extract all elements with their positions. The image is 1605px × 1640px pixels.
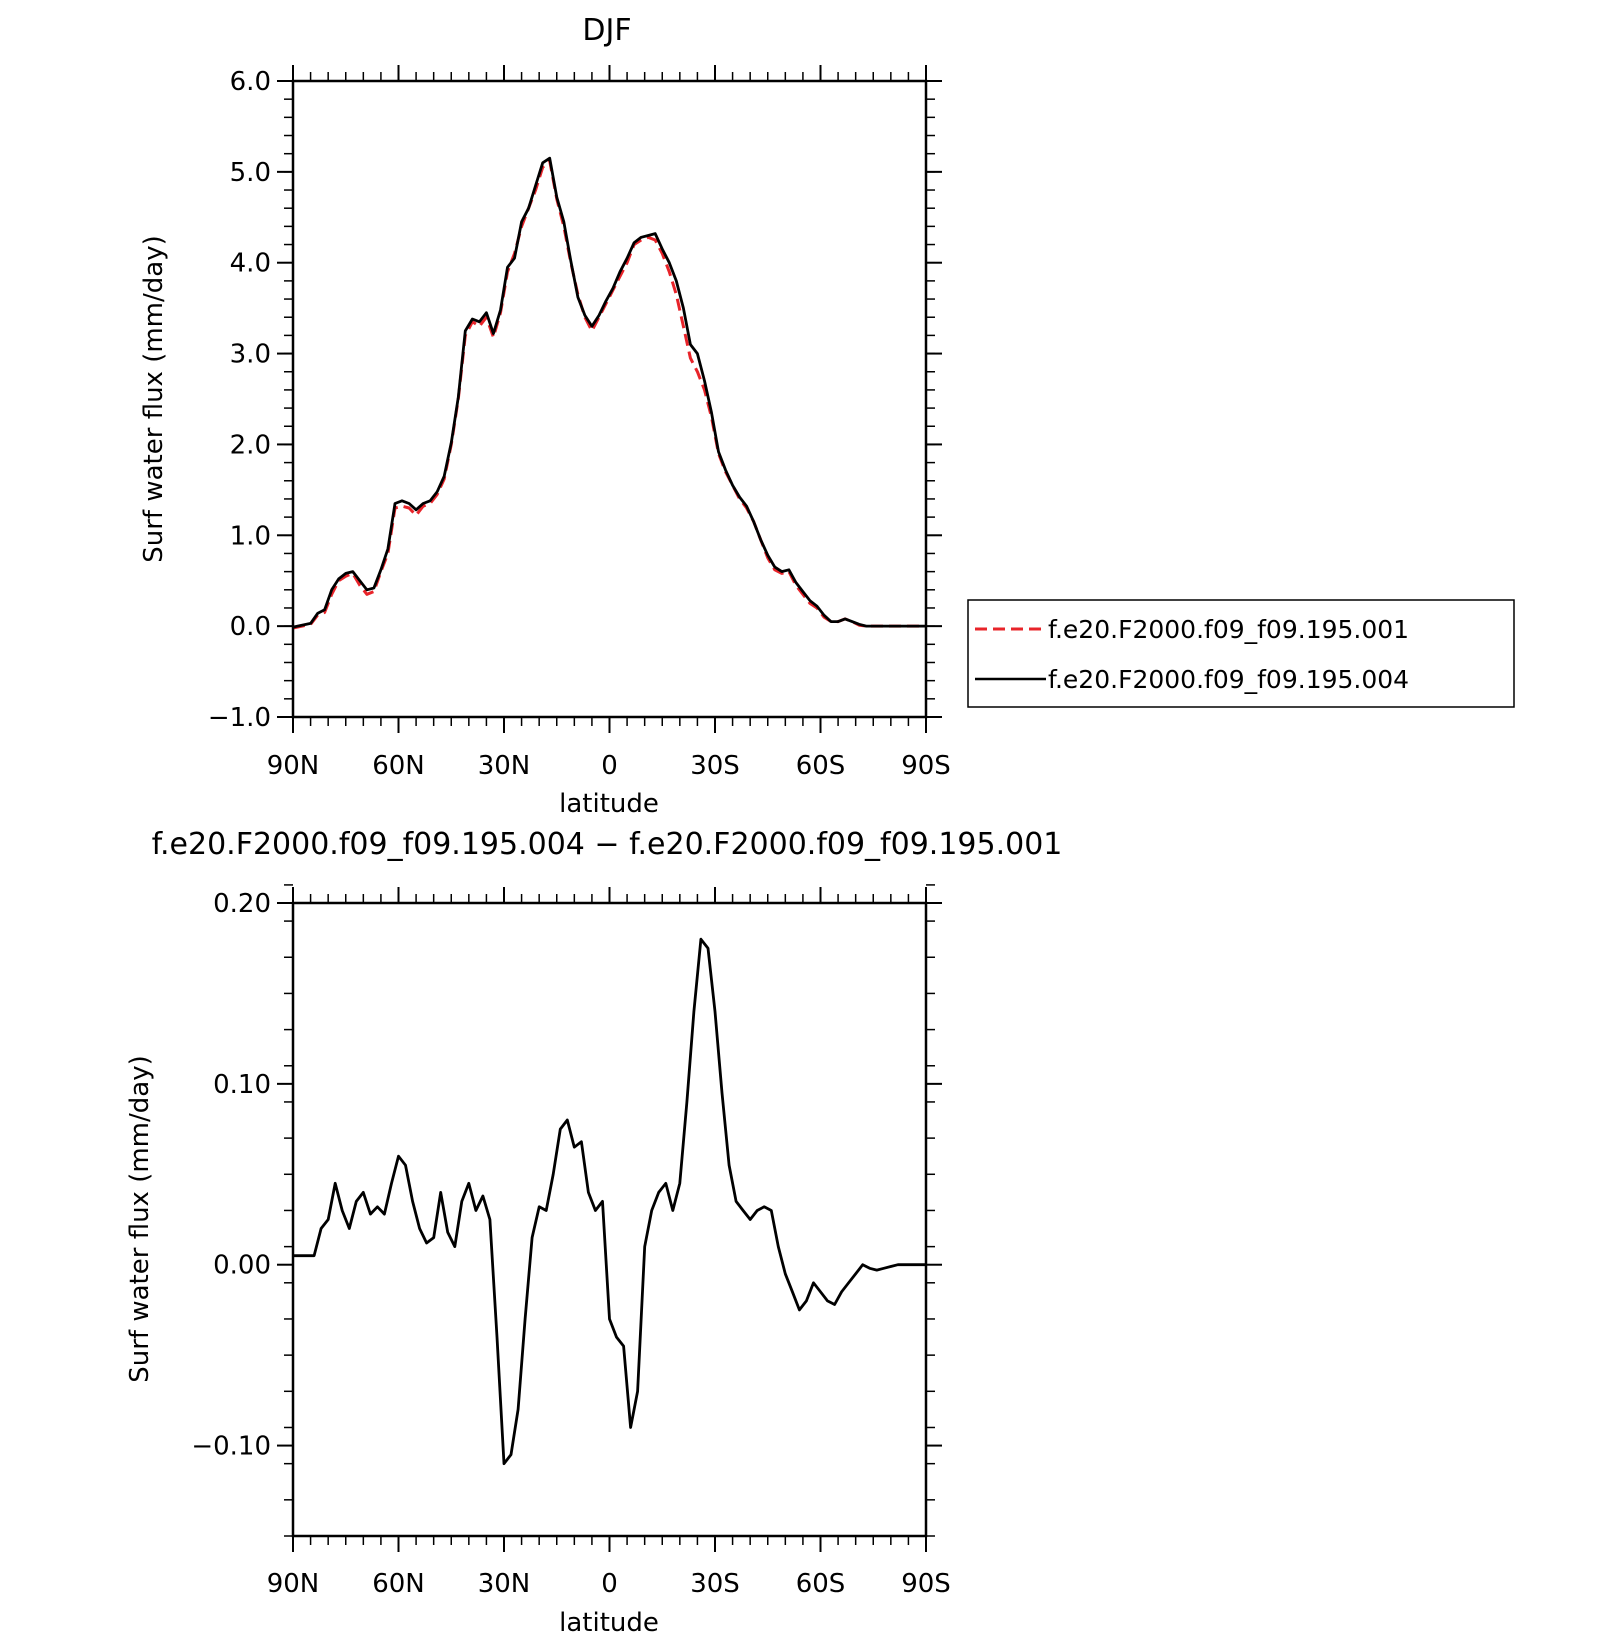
bottom-chart-series bbox=[293, 937, 926, 1466]
legend-box bbox=[967, 599, 1515, 708]
top-chart-legend: f.e20.F2000.f09_f09.195.001 f.e20.F2000.… bbox=[967, 599, 1515, 708]
legend-label-series-1: f.e20.F2000.f09_f09.195.001 bbox=[1048, 615, 1409, 644]
bottom-chart-title: f.e20.F2000.f09_f09.195.004 − f.e20.F200… bbox=[152, 827, 1063, 862]
y-tick-label: 0.0 bbox=[230, 612, 271, 642]
series-line-1 bbox=[293, 937, 926, 1466]
y-tick-label: 3.0 bbox=[230, 340, 271, 370]
top-chart-xlabel: latitude bbox=[559, 789, 659, 819]
y-tick-label: −1.0 bbox=[208, 703, 271, 733]
x-tick-label: 30S bbox=[690, 751, 740, 781]
bottom-chart-frame bbox=[291, 901, 928, 1538]
y-tick-label: 2.0 bbox=[230, 430, 271, 460]
y-tick-label: 5.0 bbox=[230, 158, 271, 188]
series-line-1 bbox=[292, 159, 926, 630]
bottom-chart-xlabel: latitude bbox=[559, 1608, 659, 1635]
bottom-chart-panel: f.e20.F2000.f09_f09.195.004 − f.e20.F200… bbox=[125, 827, 1063, 1638]
y-tick-label: 0.10 bbox=[213, 1070, 271, 1100]
top-chart-ylabel: Surf water flux (mm/day) bbox=[139, 235, 169, 562]
x-tick-label: 90N bbox=[267, 1569, 320, 1599]
x-tick-label: 60N bbox=[372, 1569, 425, 1599]
y-tick-label: 0.00 bbox=[213, 1251, 271, 1281]
bottom-chart-ylabel: Surf water flux (mm/day) bbox=[125, 1055, 155, 1382]
y-tick-label: 4.0 bbox=[230, 249, 271, 279]
top-chart-frame bbox=[291, 79, 928, 719]
top-chart-title: DJF bbox=[582, 13, 631, 48]
x-tick-label: 0 bbox=[601, 751, 618, 781]
x-tick-label: 30N bbox=[478, 751, 531, 781]
x-tick-label: 60S bbox=[796, 751, 846, 781]
x-tick-label: 30S bbox=[690, 1569, 740, 1599]
x-tick-label: 90S bbox=[901, 751, 951, 781]
y-tick-label: 1.0 bbox=[230, 521, 271, 551]
y-tick-label: 0.20 bbox=[213, 889, 271, 919]
top-chart-series bbox=[292, 156, 926, 630]
x-tick-label: 60S bbox=[796, 1569, 846, 1599]
bottom-chart-ticks: 0.20 0.10 0.00 −0.10 90N 60N 30N 0 30S 60S 90S bbox=[191, 884, 951, 1599]
x-tick-label: 0 bbox=[601, 1569, 618, 1599]
legend-label-series-2: f.e20.F2000.f09_f09.195.004 bbox=[1048, 665, 1409, 694]
x-tick-label: 30N bbox=[478, 1569, 531, 1599]
x-tick-label: 60N bbox=[372, 751, 425, 781]
top-chart-ticks: 6.0 5.0 4.0 3.0 2.0 1.0 0.0 −1.0 90N 60N 30N 0 30S 60… bbox=[208, 65, 951, 781]
top-chart-panel: DJF 6.0 5.0 4.0 3.0 2.0 1.0 0.0 −1.0 90N 60N 30N 0 3… bbox=[139, 13, 1515, 819]
y-tick-label: −0.10 bbox=[191, 1432, 271, 1462]
x-tick-label: 90S bbox=[901, 1569, 951, 1599]
x-tick-label: 90N bbox=[267, 751, 320, 781]
y-tick-label: 6.0 bbox=[230, 67, 271, 97]
series-line-2 bbox=[292, 156, 926, 629]
